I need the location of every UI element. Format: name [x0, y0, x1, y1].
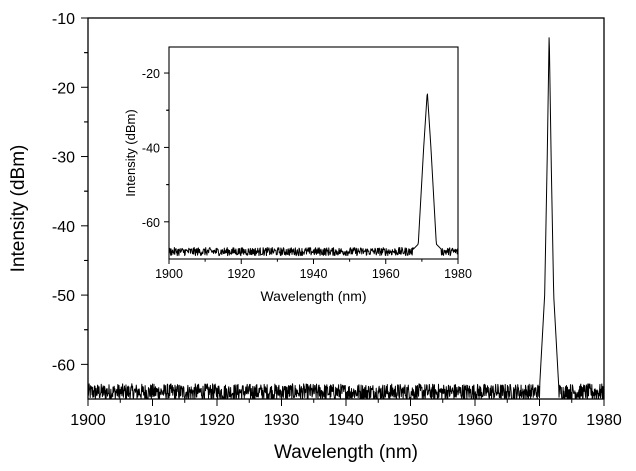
- main-axis-ticks: 1900 1910 1920 1930 1940 1950 1960 1970 1980 -60 -…: [52, 11, 622, 429]
- y-tick-label: -10: [52, 11, 75, 28]
- y-tick-label: -40: [142, 141, 160, 155]
- inset-x-axis-label: Wavelength (nm): [260, 288, 366, 304]
- main-x-axis-label: Wavelength (nm): [274, 442, 418, 463]
- y-tick-label: -40: [52, 219, 75, 236]
- inset-series-line: [168, 93, 459, 257]
- y-tick-label: -30: [52, 150, 75, 167]
- x-tick-label: 1900: [155, 267, 183, 281]
- y-tick-label: -60: [142, 216, 160, 230]
- x-tick-label: 1900: [70, 412, 106, 429]
- y-tick-label: -20: [142, 67, 160, 81]
- x-tick-label: 1940: [328, 412, 364, 429]
- inset-y-axis-label: Intensity (dBm): [123, 109, 138, 196]
- x-tick-label: 1980: [586, 412, 622, 429]
- inset-background: [119, 41, 466, 309]
- x-tick-label: 1960: [372, 267, 400, 281]
- x-tick-label: 1960: [457, 412, 493, 429]
- x-tick-label: 1980: [444, 267, 472, 281]
- inset-plot: 1900 1920 1940 1960 1980 -60 -40 -20 Wavelength…: [119, 41, 472, 309]
- inset-plot-frame: [168, 46, 459, 260]
- x-tick-label: 1940: [300, 267, 328, 281]
- y-tick-label: -50: [52, 288, 75, 305]
- x-tick-label: 1910: [135, 412, 171, 429]
- main-plot-frame: [87, 17, 605, 400]
- x-tick-label: 1930: [264, 412, 300, 429]
- x-tick-label: 1950: [393, 412, 429, 429]
- y-tick-label: -60: [52, 357, 75, 374]
- y-tick-label: -20: [52, 80, 75, 97]
- x-tick-label: 1970: [522, 412, 558, 429]
- x-tick-label: 1920: [199, 412, 235, 429]
- x-tick-label: 1920: [227, 267, 255, 281]
- main-y-axis-label: Intensity (dBm): [8, 145, 29, 273]
- main-plot: 1900 1910 1920 1930 1940 1950 1960 1970 1980 -60 -…: [8, 11, 622, 463]
- inset-axis-ticks: 1900 1920 1940 1960 1980 -60 -40 -20: [142, 67, 472, 281]
